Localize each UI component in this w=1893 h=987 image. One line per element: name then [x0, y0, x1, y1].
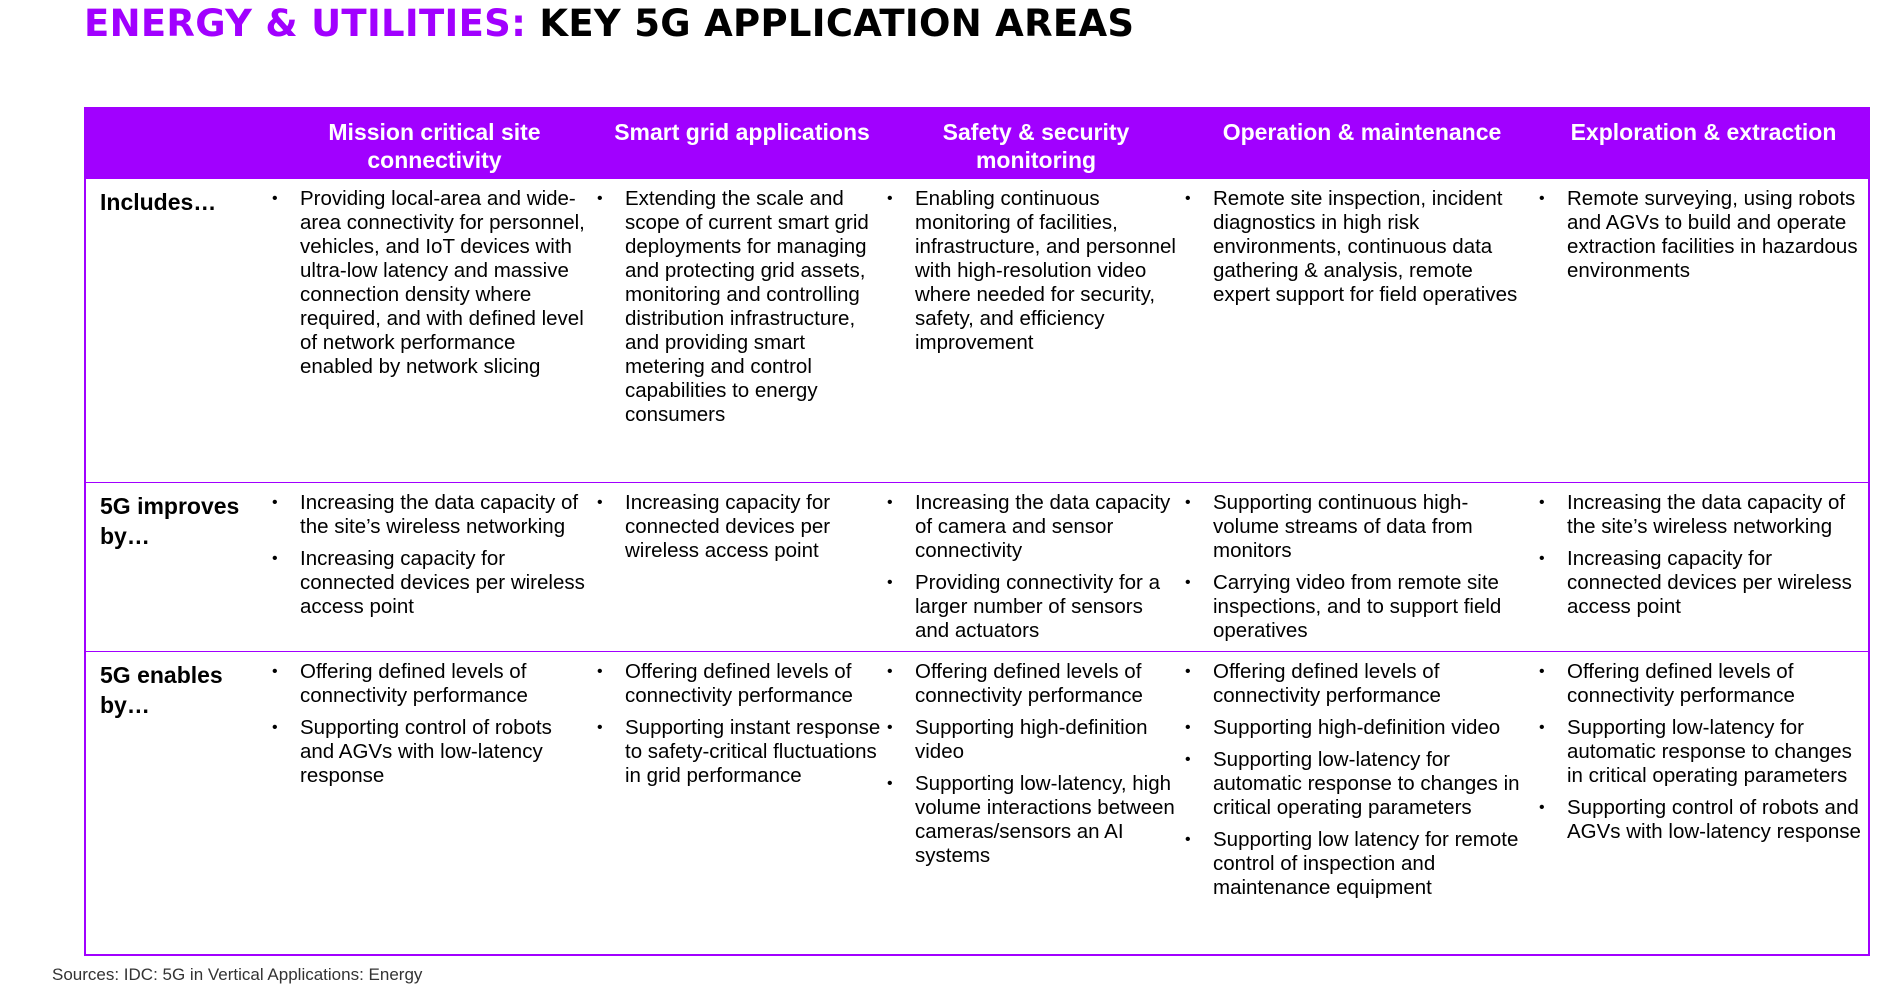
bullet-list: Offering defined levels of connectivity … [1185, 652, 1539, 900]
row-header: Includes… [100, 189, 217, 215]
cell-operation-maintenance: Remote site inspection, incident diagnos… [1185, 179, 1539, 482]
cell-operation-maintenance: Supporting continuous high-volume stream… [1185, 482, 1539, 651]
bullet-list: Increasing the data capacity of the site… [1539, 483, 1868, 619]
bullet-item: Increasing capacity for connected device… [272, 547, 591, 619]
bullet-item: Supporting high-definition video [887, 716, 1179, 764]
bullet-item: Offering defined levels of connectivity … [597, 660, 881, 708]
cell-smart-grid: Increasing capacity for connected device… [597, 482, 887, 651]
header-row: Mission critical site connectivity Smart… [86, 109, 1868, 179]
bullet-item: Offering defined levels of connectivity … [1185, 660, 1533, 708]
bullet-list: Increasing the data capacity of camera a… [887, 483, 1185, 643]
title-main: KEY 5G APPLICATION AREAS [539, 2, 1135, 45]
header-cell-exploration-extraction: Exploration & extraction [1539, 109, 1868, 179]
bullet-list: Increasing the data capacity of the site… [272, 483, 597, 619]
bullet-item: Supporting high-definition video [1185, 716, 1533, 740]
cell-exploration-extraction: Increasing the data capacity of the site… [1539, 482, 1868, 651]
title-accent: ENERGY & UTILITIES: [84, 2, 527, 45]
bullet-item: Enabling continuous monitoring of facili… [887, 187, 1179, 355]
table-row: 5G improves by… Increasing the data capac… [86, 482, 1868, 651]
bullet-item: Supporting low-latency, high volume inte… [887, 772, 1179, 868]
bullet-item: Supporting instant response to safety-cr… [597, 716, 881, 788]
bullet-item: Increasing the data capacity of the site… [272, 491, 591, 539]
bullet-list: Offering defined levels of connectivity … [597, 652, 887, 788]
cell-safety-security: Enabling continuous monitoring of facili… [887, 179, 1185, 482]
bullet-item: Providing local-area and wide-area conne… [272, 187, 591, 379]
cell-mission-critical: Increasing the data capacity of the site… [272, 482, 597, 651]
page-title: ENERGY & UTILITIES: KEY 5G APPLICATION A… [84, 0, 1134, 48]
cell-smart-grid: Extending the scale and scope of current… [597, 179, 887, 482]
bullet-list: Remote site inspection, incident diagnos… [1185, 179, 1539, 307]
bullet-list: Supporting continuous high-volume stream… [1185, 483, 1539, 643]
bullet-item: Increasing the data capacity of the site… [1539, 491, 1862, 539]
bullet-list: Offering defined levels of connectivity … [887, 652, 1185, 868]
header-cell-mission-critical: Mission critical site connectivity [272, 109, 597, 179]
cell-smart-grid: Offering defined levels of connectivity … [597, 651, 887, 957]
row-header: 5G enables by… [100, 661, 223, 718]
cell-safety-security: Increasing the data capacity of camera a… [887, 482, 1185, 651]
bullet-item: Supporting low latency for remote contro… [1185, 828, 1533, 900]
cell-mission-critical: Providing local-area and wide-area conne… [272, 179, 597, 482]
bullet-list: Remote surveying, using robots and AGVs … [1539, 179, 1868, 283]
bullet-item: Increasing capacity for connected device… [1539, 547, 1862, 619]
bullet-item: Offering defined levels of connectivity … [272, 660, 591, 708]
bullet-item: Supporting control of robots and AGVs wi… [1539, 796, 1862, 844]
cell-operation-maintenance: Offering defined levels of connectivity … [1185, 651, 1539, 957]
bullet-item: Offering defined levels of connectivity … [887, 660, 1179, 708]
header-cell-operation-maintenance: Operation & maintenance [1185, 109, 1539, 179]
application-areas-table: Mission critical site connectivity Smart… [86, 109, 1868, 957]
bullet-item: Increasing capacity for connected device… [597, 491, 881, 563]
header-cell-smart-grid: Smart grid applications [597, 109, 887, 179]
application-areas-table-frame: Mission critical site connectivity Smart… [84, 107, 1870, 956]
bullet-item: Remote site inspection, incident diagnos… [1185, 187, 1533, 307]
bullet-item: Supporting control of robots and AGVs wi… [272, 716, 591, 788]
bullet-item: Carrying video from remote site inspecti… [1185, 571, 1533, 643]
bullet-item: Remote surveying, using robots and AGVs … [1539, 187, 1862, 283]
header-cell-empty [86, 109, 272, 179]
header-cell-safety-security: Safety & security monitoring [887, 109, 1185, 179]
cell-safety-security: Offering defined levels of connectivity … [887, 651, 1185, 957]
bullet-item: Providing connectivity for a larger numb… [887, 571, 1179, 643]
bullet-item: Supporting continuous high-volume stream… [1185, 491, 1533, 563]
table-row: Includes… Providing local-area and wide-a… [86, 179, 1868, 482]
bullet-list: Enabling continuous monitoring of facili… [887, 179, 1185, 355]
bullet-list: Extending the scale and scope of current… [597, 179, 887, 427]
bullet-list: Offering defined levels of connectivity … [1539, 652, 1868, 844]
bullet-item: Supporting low-latency for automatic res… [1539, 716, 1862, 788]
table-row: 5G enables by… Offering defined levels of… [86, 651, 1868, 957]
source-note: Sources: IDC: 5G in Vertical Application… [52, 965, 423, 984]
bullet-item: Extending the scale and scope of current… [597, 187, 881, 427]
bullet-list: Providing local-area and wide-area conne… [272, 179, 597, 379]
bullet-item: Offering defined levels of connectivity … [1539, 660, 1862, 708]
bullet-item: Supporting low-latency for automatic res… [1185, 748, 1533, 820]
bullet-list: Increasing capacity for connected device… [597, 483, 887, 563]
bullet-list: Offering defined levels of connectivity … [272, 652, 597, 788]
cell-exploration-extraction: Offering defined levels of connectivity … [1539, 651, 1868, 957]
cell-mission-critical: Offering defined levels of connectivity … [272, 651, 597, 957]
cell-exploration-extraction: Remote surveying, using robots and AGVs … [1539, 179, 1868, 482]
bullet-item: Increasing the data capacity of camera a… [887, 491, 1179, 563]
row-header: 5G improves by… [100, 492, 240, 549]
